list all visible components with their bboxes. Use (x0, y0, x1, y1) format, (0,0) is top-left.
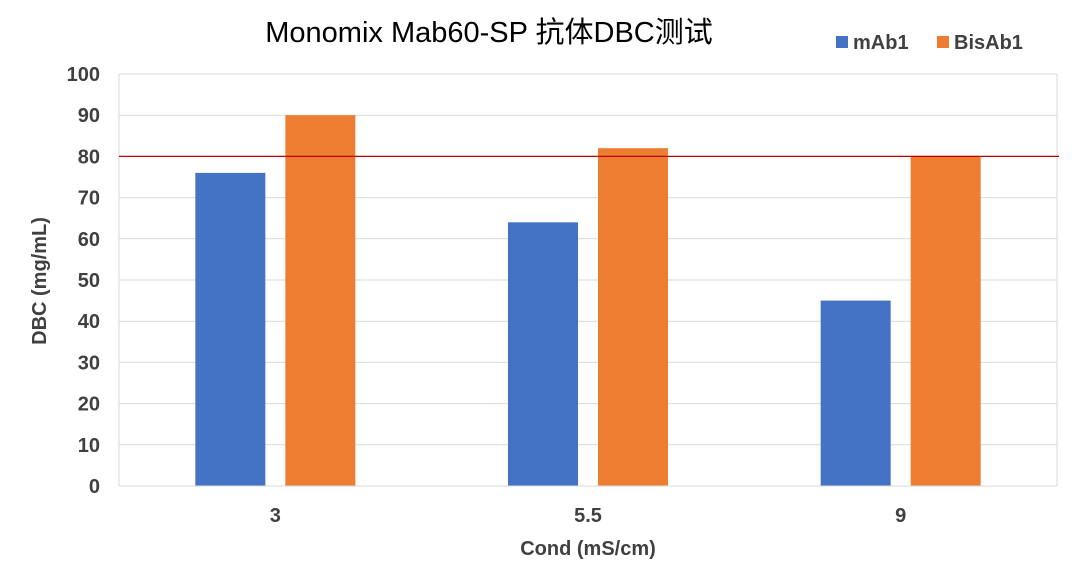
y-tick-label: 70 (78, 188, 100, 210)
y-tick-label: 60 (78, 229, 100, 251)
x-tick-label: 9 (895, 505, 906, 527)
bar-bisab1-1 (598, 148, 668, 486)
legend-label-bisab1: BisAb1 (954, 32, 1023, 54)
bars (119, 115, 1057, 487)
y-tick-label: 100 (67, 64, 100, 86)
y-axis-tick-labels: 0 10 20 30 40 50 60 70 80 90 100 (67, 64, 100, 498)
y-tick-label: 10 (78, 435, 100, 457)
bar-mab1-1 (508, 222, 578, 486)
legend-swatch-bisab1 (937, 36, 949, 48)
y-tick-label: 0 (89, 476, 100, 498)
chart-title: Monomix Mab60-SP 抗体DBC测试 (265, 16, 712, 49)
bar-mab1-2 (820, 300, 891, 486)
x-tick-label: 3 (270, 505, 281, 527)
legend-swatch-mab1 (836, 36, 848, 48)
y-tick-label: 90 (78, 105, 100, 127)
legend: mAb1 BisAb1 (836, 32, 1023, 54)
y-tick-label: 50 (78, 270, 100, 292)
legend-label-mab1: mAb1 (853, 32, 909, 54)
bar-bisab1-0 (285, 115, 356, 486)
y-tick-label: 40 (78, 311, 100, 333)
y-tick-label: 20 (78, 394, 100, 416)
y-axis-title: DBC (mg/mL) (29, 217, 51, 345)
x-axis-tick-labels: 3 5.5 9 (270, 505, 906, 527)
bar-mab1-0 (195, 172, 266, 486)
y-tick-label: 30 (78, 352, 100, 374)
x-tick-label: 5.5 (574, 505, 602, 527)
x-axis-title: Cond (mS/cm) (520, 538, 656, 560)
bar-bisab1-2 (910, 156, 981, 486)
gridlines (118, 73, 1058, 487)
y-tick-label: 80 (78, 146, 100, 168)
